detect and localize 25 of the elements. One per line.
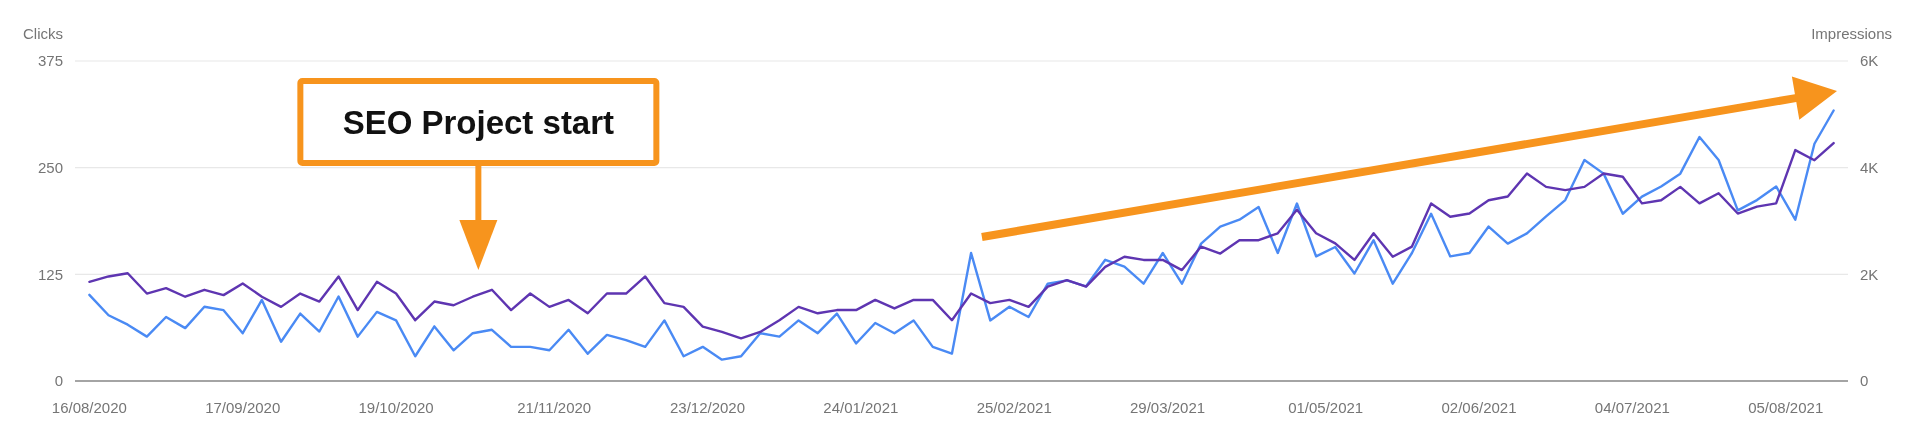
- x-tick-label: 04/07/2021: [1594, 399, 1670, 416]
- x-tick-label: 25/02/2021: [976, 399, 1052, 416]
- y-tick-label: 125: [37, 265, 63, 283]
- y2-axis-title: Impressions: [1811, 25, 1892, 42]
- y2-tick-label: 0: [1860, 372, 1869, 390]
- x-tick-label: 19/10/2020: [358, 399, 434, 416]
- y-tick-label: 375: [37, 52, 63, 70]
- line-series: [88, 109, 1835, 361]
- annotation: SEO Project start: [342, 103, 615, 141]
- x-tick-label: 05/08/2021: [1748, 399, 1824, 416]
- x-tick-label: 17/09/2020: [205, 399, 281, 416]
- x-tick-label: 21/11/2020: [517, 399, 592, 416]
- x-tick-label: 23/12/2020: [669, 399, 746, 416]
- y-axis-title: Clicks: [23, 25, 63, 42]
- y-tick-label: 0: [54, 372, 63, 390]
- x-tick-label: 02/06/2021: [1441, 399, 1517, 416]
- x-tick-label: 24/01/2021: [823, 399, 899, 416]
- y2-tick-label: 6K: [1860, 52, 1879, 70]
- y2-tick-label: 4K: [1860, 158, 1879, 176]
- line-series: [88, 141, 1835, 340]
- y2-tick-label: 2K: [1860, 265, 1879, 283]
- x-tick-label: 16/08/2020: [51, 399, 127, 416]
- y-tick-label: 250: [37, 158, 63, 176]
- x-tick-label: 29/03/2021: [1130, 399, 1206, 416]
- x-tick-label: 01/05/2021: [1288, 399, 1364, 416]
